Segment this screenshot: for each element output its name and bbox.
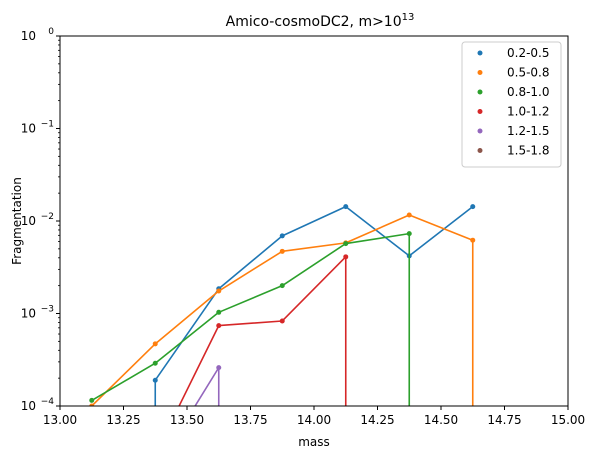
data-point xyxy=(216,288,222,294)
y-tick-base: 10 xyxy=(21,29,36,43)
x-tick-label: 13.25 xyxy=(106,413,140,427)
legend-label: 1.5-1.8 xyxy=(507,144,550,158)
y-tick-exponent: −3 xyxy=(41,305,54,315)
chart-title: Amico-cosmoDC2, m>1013 xyxy=(226,12,415,30)
data-point xyxy=(152,341,158,347)
data-point xyxy=(343,254,349,260)
y-tick-label: 10 −1 xyxy=(21,120,54,136)
data-point xyxy=(470,237,476,243)
legend-label: 0.5-0.8 xyxy=(507,66,550,80)
data-point xyxy=(216,309,222,315)
legend-box xyxy=(461,41,562,168)
legend: 0.2-0.5 0.5-0.8 0.8-1.0 1.0-1.2 1.2-1.5 1.5-1… xyxy=(461,41,562,168)
data-point xyxy=(406,231,412,237)
series-1.2-1.5 xyxy=(194,365,222,406)
y-axis-label: Fragmentation xyxy=(10,177,24,265)
chart-title-exponent: 13 xyxy=(402,12,415,23)
data-point xyxy=(279,248,285,254)
y-tick-exponent: −1 xyxy=(41,120,54,130)
legend-marker xyxy=(477,50,483,56)
series-line xyxy=(178,256,347,406)
series-layer xyxy=(89,204,476,457)
data-point xyxy=(279,233,285,239)
ticks-layer: 13.00 13.25 13.50 13.75 14.00 14.25 14.50 14.75… xyxy=(21,27,585,427)
legend-marker xyxy=(477,128,483,134)
legend-marker xyxy=(477,148,483,153)
data-point xyxy=(279,283,285,289)
y-tick-base: 10 xyxy=(21,399,36,413)
data-point xyxy=(343,241,349,247)
legend-marker xyxy=(477,89,483,95)
legend-label: 1.2-1.5 xyxy=(507,124,550,138)
y-tick-exponent: −4 xyxy=(41,397,55,407)
x-tick-label: 14.75 xyxy=(487,413,521,427)
y-tick-label: 10 −3 xyxy=(21,305,54,321)
x-tick-label: 14.25 xyxy=(360,413,394,427)
y-tick-base: 10 xyxy=(21,307,36,321)
chart-title-main: Amico-cosmoDC2, m>10 xyxy=(226,14,402,30)
y-tick-base: 10 xyxy=(21,214,36,228)
data-point xyxy=(153,452,158,457)
x-tick-label: 14.00 xyxy=(297,413,331,427)
series-1.0-1.2 xyxy=(153,254,349,457)
x-tick-label: 13.00 xyxy=(43,413,77,427)
x-tick-label: 13.75 xyxy=(233,413,267,427)
x-axis-label: mass xyxy=(298,435,330,449)
data-point xyxy=(89,397,95,403)
x-tick-label: 14.50 xyxy=(424,413,458,427)
legend-label: 0.8-1.0 xyxy=(507,85,550,99)
data-point xyxy=(152,377,158,383)
x-tick-label: 13.50 xyxy=(170,413,204,427)
legend-marker xyxy=(477,109,483,114)
series-line xyxy=(91,214,474,406)
data-point xyxy=(152,360,158,366)
data-point xyxy=(406,212,412,218)
data-point xyxy=(216,323,222,329)
legend-marker xyxy=(477,70,483,75)
data-point xyxy=(216,365,222,371)
legend-label: 1.0-1.2 xyxy=(507,105,550,119)
data-point xyxy=(343,204,349,210)
series-0.8-1.0 xyxy=(89,231,412,406)
data-point xyxy=(470,204,476,210)
y-tick-exponent: −2 xyxy=(41,212,54,222)
x-tick-label: 15.00 xyxy=(551,413,585,427)
legend-label: 0.2-0.5 xyxy=(507,46,550,60)
y-tick-exponent: 0 xyxy=(48,27,54,37)
data-point xyxy=(89,403,95,406)
data-point xyxy=(279,318,285,324)
y-tick-base: 10 xyxy=(21,122,36,136)
y-tick-label: 10 −4 xyxy=(21,397,55,413)
y-tick-label: 10 −2 xyxy=(21,212,54,228)
y-tick-label: 10 0 xyxy=(21,27,55,43)
